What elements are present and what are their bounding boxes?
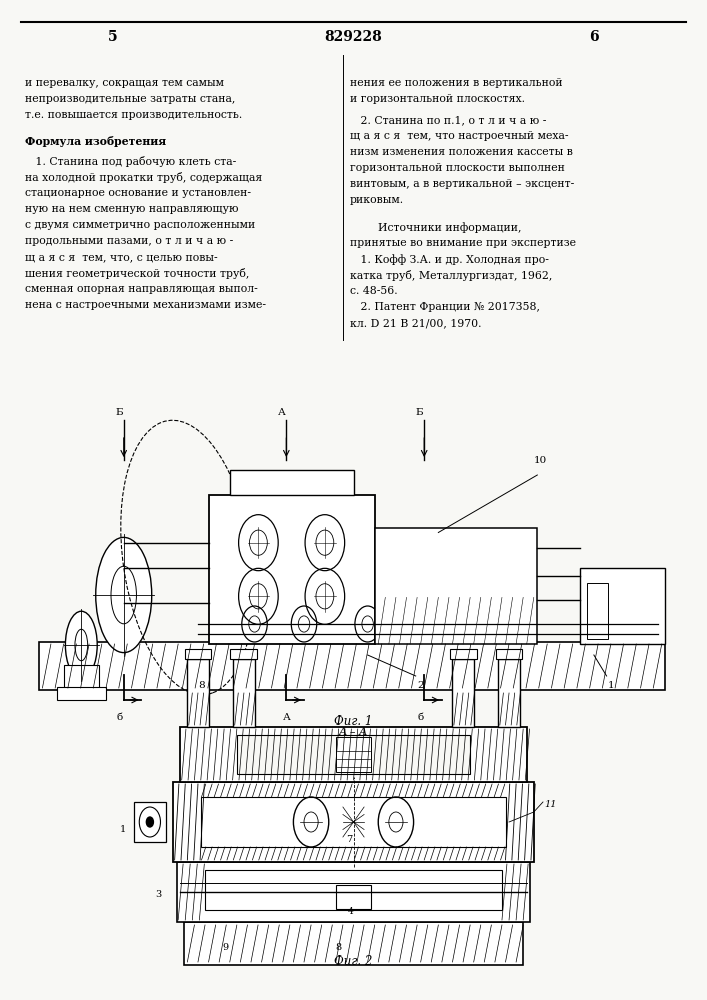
Ellipse shape [95,537,152,653]
Bar [452,659,474,727]
Ellipse shape [75,629,88,661]
Text: 10: 10 [534,456,547,465]
Bar [233,659,255,727]
Text: Б: Б [115,408,123,417]
Text: катка труб, Металлургиздат, 1962,: катка труб, Металлургиздат, 1962, [350,270,552,281]
Bar [177,862,530,922]
Text: 11: 11 [544,800,557,809]
Text: А: А [278,408,286,417]
Bar [185,649,211,659]
Text: низм изменения положения кассеты в: низм изменения положения кассеты в [350,147,573,157]
Text: 8: 8 [336,943,342,952]
Bar [39,642,665,690]
Text: 1: 1 [120,825,127,834]
Text: 2: 2 [417,681,423,690]
Text: и перевалку, сокращая тем самым: и перевалку, сокращая тем самым [25,78,223,88]
Text: кл. D 21 B 21/00, 1970.: кл. D 21 B 21/00, 1970. [350,318,481,328]
Text: на холодной прокатки труб, содержащая: на холодной прокатки труб, содержащая [25,172,262,183]
Bar [201,797,506,847]
Text: шения геометрической точности труб,: шения геометрической точности труб, [25,268,249,279]
Bar [498,659,520,727]
Bar [580,568,665,644]
Bar [375,528,537,644]
Bar [587,582,608,639]
Bar [496,649,522,659]
Bar [450,649,477,659]
Bar [57,687,106,700]
Bar [336,885,371,909]
Text: 6: 6 [589,30,599,44]
Bar [187,659,209,727]
Text: и горизонтальной плоскостях.: и горизонтальной плоскостях. [350,94,525,104]
Bar [336,737,371,772]
Text: нена с настроечными механизмами изме-: нена с настроечными механизмами изме- [25,300,266,310]
Circle shape [146,817,153,827]
Text: Источники информации,: Источники информации, [350,222,522,233]
Text: ную на нем сменную направляющую: ную на нем сменную направляющую [25,204,238,214]
Bar [64,665,99,690]
Text: сменная опорная направляющая выпол-: сменная опорная направляющая выпол- [25,284,257,294]
Text: Фиг. 2: Фиг. 2 [334,955,373,968]
Text: 1. Кофф З.А. и др. Холодная про-: 1. Кофф З.А. и др. Холодная про- [350,254,549,265]
Text: непроизводительные затраты стана,: непроизводительные затраты стана, [25,94,235,104]
Text: Б: Б [416,408,423,417]
Text: 5: 5 [108,30,118,44]
Text: с двумя симметрично расположенными: с двумя симметрично расположенными [25,220,255,230]
Bar [180,727,527,782]
Bar [209,495,375,644]
Bar [184,922,523,965]
Text: 2. Патент Франции № 2017358,: 2. Патент Франции № 2017358, [350,302,540,312]
Text: 9: 9 [223,943,229,952]
Text: 1. Станина под рабочую клеть ста-: 1. Станина под рабочую клеть ста- [25,156,236,167]
Text: 829228: 829228 [325,30,382,44]
Text: винтовым, а в вертикальной – эксцент-: винтовым, а в вертикальной – эксцент- [350,179,574,189]
Bar [230,470,354,495]
Text: 7: 7 [346,835,353,844]
Ellipse shape [111,566,136,624]
Text: Фиг. 1: Фиг. 1 [334,715,373,728]
Bar [205,870,502,910]
Text: Формула изобретения: Формула изобретения [25,136,166,147]
Text: 2. Станина по п.1, о т л и ч а ю -: 2. Станина по п.1, о т л и ч а ю - [350,115,547,125]
Bar [230,649,257,659]
Text: принятые во внимание при экспертизе: принятые во внимание при экспертизе [350,238,576,248]
Text: риковым.: риковым. [350,195,404,205]
Text: 8: 8 [198,681,204,690]
Text: А – А: А – А [339,727,368,737]
Text: стационарное основание и установлен-: стационарное основание и установлен- [25,188,251,198]
Text: горизонтальной плоскости выполнен: горизонтальной плоскости выполнен [350,163,565,173]
Text: с. 48-56.: с. 48-56. [350,286,397,296]
Text: т.е. повышается производительность.: т.е. повышается производительность. [25,110,242,120]
Text: 1: 1 [608,681,614,690]
Text: б: б [417,713,423,722]
Ellipse shape [66,611,98,679]
Bar [134,802,166,842]
Text: продольными пазами, о т л и ч а ю -: продольными пазами, о т л и ч а ю - [25,236,233,246]
Text: б: б [117,713,123,722]
Text: 4: 4 [348,907,354,916]
Bar [237,735,470,774]
Bar [173,782,534,862]
Text: А: А [283,713,291,722]
Text: щ а я с я  тем, что настроечный меха-: щ а я с я тем, что настроечный меха- [350,131,568,141]
Text: щ а я с я  тем, что, с целью повы-: щ а я с я тем, что, с целью повы- [25,252,217,262]
Text: 3: 3 [156,890,162,899]
Text: нения ее положения в вертикальной: нения ее положения в вертикальной [350,78,563,88]
